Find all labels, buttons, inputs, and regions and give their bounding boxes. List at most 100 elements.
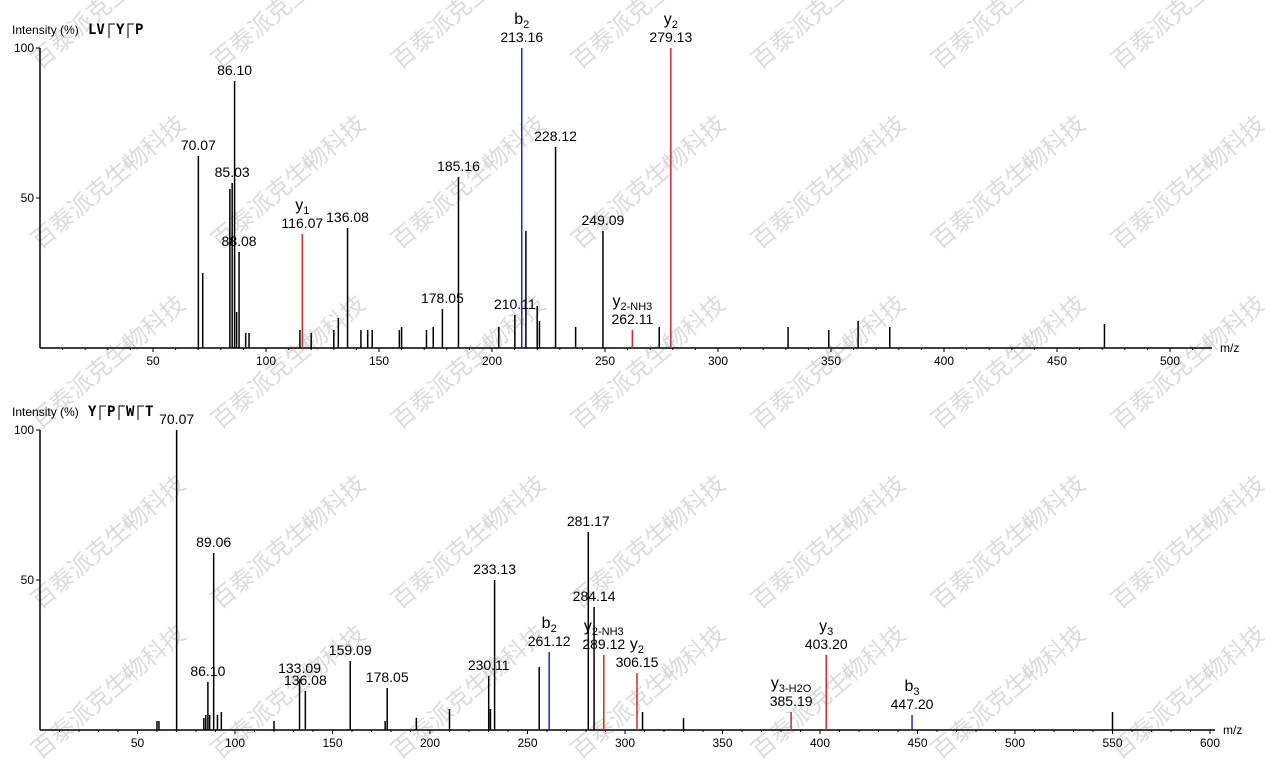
peak-label: 210.11 [494, 296, 536, 312]
svg-text:百泰派克生物科技: 百泰派克生物科技 [926, 0, 1091, 75]
x-tick-label: 300 [615, 736, 635, 750]
svg-text:百泰派克生物科技: 百泰派克生物科技 [746, 0, 911, 75]
peak-label: 385.19 [770, 693, 813, 709]
peak-label: 447.20 [891, 696, 934, 712]
watermark-text: 百泰派克生物科技 [26, 470, 191, 615]
sequence-residue: T [145, 404, 153, 420]
x-tick-label: 200 [420, 736, 440, 750]
x-tick-label: 50 [131, 736, 145, 750]
sequence-residue: P [135, 22, 143, 38]
sequence-residue: W [126, 404, 135, 420]
x-tick-label: 150 [322, 736, 342, 750]
sequence-residue: P [107, 404, 115, 420]
svg-text:百泰派克生物科技: 百泰派克生物科技 [206, 290, 371, 435]
watermark-text: 百泰派克生物科技 [566, 110, 731, 255]
svg-text:百泰派克生物科技: 百泰派克生物科技 [926, 110, 1091, 255]
y-tick-label: 100 [14, 423, 34, 437]
peak-label: 261.12 [528, 633, 571, 649]
ion-annotation: y1 [295, 197, 309, 217]
watermark-text: 百泰派克生物科技 [566, 0, 731, 75]
watermark-text: 百泰派克生物科技 [746, 110, 911, 255]
watermark-text: 百泰派克生物科技 [26, 0, 191, 75]
svg-text:百泰派克生物科技: 百泰派克生物科技 [926, 470, 1091, 615]
peak-label: 159.09 [329, 642, 372, 658]
cleavage-bracket [127, 23, 134, 38]
x-tick-label: 100 [256, 354, 276, 368]
peak-label: 86.10 [217, 62, 252, 78]
svg-text:百泰派克生物科技: 百泰派克生物科技 [26, 0, 191, 75]
svg-text:百泰派克生物科技: 百泰派克生物科技 [26, 110, 191, 255]
svg-text:百泰派克生物科技: 百泰派克生物科技 [1106, 620, 1265, 765]
peak-label: 133.09 [278, 660, 321, 676]
y-axis-label: Intensity (%) [12, 405, 79, 419]
watermark-layer: 百泰派克生物科技 百泰派克生物科技 百泰派克生物科技 百泰派克生物科技 百泰派克生物科技… [26, 0, 1265, 765]
ion-annotation: y2 [664, 11, 678, 31]
peak-label: 178.05 [366, 669, 409, 685]
x-tick-label: 150 [369, 354, 389, 368]
peak-label: 70.07 [159, 411, 194, 427]
x-tick-label: 450 [1047, 354, 1067, 368]
peak-label: 289.12 [582, 636, 625, 652]
ion-annotation: y3-H2O [771, 675, 812, 695]
ion-annotation: b3 [905, 678, 920, 698]
svg-text:百泰派克生物科技: 百泰派克生物科技 [1106, 290, 1265, 435]
y-tick-label: 50 [21, 191, 35, 205]
svg-text:百泰派克生物科技: 百泰派克生物科技 [566, 0, 731, 75]
x-tick-label: 100 [225, 736, 245, 750]
peak-label: 403.20 [805, 636, 848, 652]
peak-label: 70.07 [181, 137, 216, 153]
x-tick-label: 500 [1005, 736, 1025, 750]
cleavage-bracket [108, 23, 115, 38]
peak-label: 213.16 [500, 29, 543, 45]
x-tick-label: 50 [146, 354, 160, 368]
svg-text:百泰派克生物科技: 百泰派克生物科技 [26, 470, 191, 615]
y-tick-label: 100 [14, 41, 34, 55]
peak-label: 136.08 [284, 672, 327, 688]
x-tick-label: 400 [934, 354, 954, 368]
peak-label: 230.11 [468, 657, 510, 673]
svg-text:百泰派克生物科技: 百泰派克生物科技 [746, 470, 911, 615]
x-tick-label: 450 [907, 736, 927, 750]
x-tick-label: 500 [1160, 354, 1180, 368]
svg-text:百泰派克生物科技: 百泰派克生物科技 [566, 110, 731, 255]
watermark-text: 百泰派克生物科技 [26, 620, 191, 765]
svg-text:百泰派克生物科技: 百泰派克生物科技 [1106, 470, 1265, 615]
peak-label: 281.17 [567, 513, 610, 529]
x-tick-label: 200 [482, 354, 502, 368]
spectrum-panel-1: Intensity (%) LV Y P 50 100 50 100 150 200 250 300 3… [12, 11, 1239, 368]
sequence-residue: Y [88, 404, 97, 420]
peak-label: 284.14 [573, 588, 616, 604]
x-tick-label: 300 [708, 354, 728, 368]
x-tick-label: 250 [595, 354, 615, 368]
y-axis-label: Intensity (%) [12, 23, 79, 37]
watermark-text: 百泰派克生物科技 [1106, 470, 1265, 615]
svg-text:百泰派克生物科技: 百泰派克生物科技 [746, 110, 911, 255]
watermark-text: 百泰派克生物科技 [746, 0, 911, 75]
peak-label: 89.06 [196, 534, 231, 550]
peak-label: 228.12 [534, 128, 577, 144]
x-axis-label: m/z [1220, 341, 1239, 355]
watermark-text: 百泰派克生物科技 [26, 110, 191, 255]
peak-label: 249.09 [582, 212, 625, 228]
svg-text:百泰派克生物科技: 百泰派克生物科技 [386, 470, 551, 615]
ion-annotation: y3 [819, 618, 833, 638]
x-tick-label: 250 [517, 736, 537, 750]
watermark-text: 百泰派克生物科技 [1106, 620, 1265, 765]
sequence-residue: Y [116, 22, 125, 38]
cleavage-bracket [137, 405, 144, 420]
peak-label: 279.13 [649, 29, 692, 45]
spectrum-panel-2: Intensity (%) Y P W T 50 100 50 100 150 200 250 300 3… [12, 404, 1242, 750]
peak-label: 136.08 [326, 209, 369, 225]
peak-label: 86.10 [190, 663, 225, 679]
ion-annotation: y2 [630, 636, 644, 656]
peak-label: 306.15 [616, 654, 659, 670]
x-tick-label: 400 [810, 736, 830, 750]
peak-label: 116.07 [281, 215, 323, 231]
watermark-text: 百泰派克生物科技 [926, 0, 1091, 75]
svg-text:百泰派克生物科技: 百泰派克生物科技 [1106, 110, 1265, 255]
watermark-text: 百泰派克生物科技 [206, 290, 371, 435]
watermark-text: 百泰派克生物科技 [1106, 0, 1265, 75]
ion-annotation: b2 [514, 11, 529, 31]
